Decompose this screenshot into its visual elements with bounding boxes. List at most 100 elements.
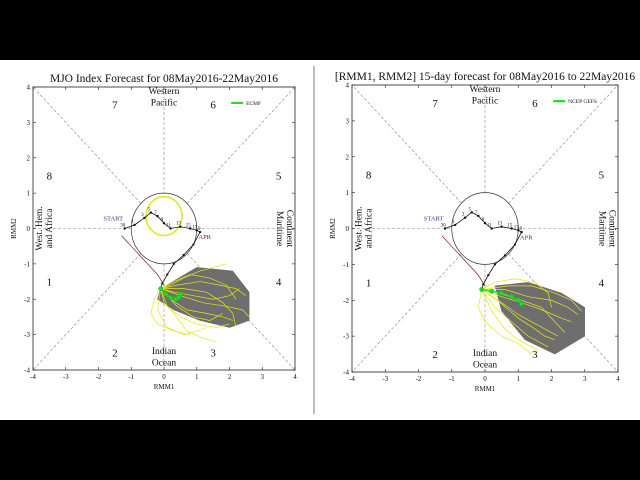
- ensemble-member-line: [477, 289, 532, 355]
- x-tick-label: -3: [382, 375, 388, 383]
- x-tick-label: 0: [483, 375, 487, 383]
- observed-day-label: 3: [141, 213, 144, 218]
- recent-point: [503, 254, 507, 257]
- x-tick-label: 0: [162, 373, 166, 381]
- y-tick-label: -2: [24, 296, 30, 304]
- x-tick-label: -1: [128, 373, 134, 381]
- start-annotation: START: [424, 216, 444, 223]
- phase-number: 8: [366, 170, 372, 182]
- observed-day-label: 9: [161, 218, 164, 223]
- ensemble-member-line: [481, 289, 559, 337]
- x-tick-label: 1: [195, 373, 199, 381]
- region-label-left: West. Hem.: [354, 206, 364, 250]
- ensemble-member-line: [160, 281, 247, 296]
- previous-cycle-line: [441, 235, 486, 287]
- ensemble-mean-point: [515, 297, 521, 303]
- region-label-bottom: Indian: [152, 347, 177, 357]
- observed-day-label: 1: [452, 220, 455, 225]
- observed-day-label: 11: [166, 224, 171, 229]
- y-tick-label: -4: [24, 367, 30, 375]
- observed-point: [510, 227, 513, 230]
- observed-point: [133, 223, 136, 227]
- x-tick-label: 2: [550, 375, 554, 383]
- y-tick-label: -1: [24, 260, 30, 268]
- sector-line: [351, 253, 462, 373]
- observed-day-label: 17: [514, 225, 520, 230]
- region-label-right: Maritime: [597, 211, 607, 246]
- ensemble-member-line: [481, 289, 579, 315]
- phase-number: 6: [210, 100, 216, 112]
- sector-line: [351, 84, 462, 204]
- unit-circle: [451, 192, 519, 265]
- ensemble-member-line: [481, 289, 572, 323]
- region-label-right: Continent: [284, 210, 294, 248]
- y-tick-label: 0: [27, 225, 31, 233]
- sector-line: [32, 253, 142, 371]
- phase-number: 1: [366, 277, 372, 289]
- ensemble-member-line: [160, 288, 250, 318]
- ensemble-member-line: [160, 288, 230, 328]
- legend-label: NCEP GEFS: [568, 99, 597, 105]
- ensemble-member-line: [160, 274, 237, 300]
- sector-line: [186, 86, 296, 204]
- ensemble-mean-point: [177, 291, 183, 297]
- x-tick-label: -4: [30, 373, 36, 381]
- region-label-bottom: Ocean: [152, 358, 177, 368]
- y-tick-label: 3: [346, 117, 350, 125]
- phase-number: 7: [432, 98, 438, 110]
- observed-point: [463, 216, 467, 219]
- ensemble-member-line: [160, 288, 237, 328]
- y-tick-label: 1: [27, 190, 31, 198]
- region-label-bottom: Indian: [473, 349, 498, 359]
- observed-day-label: 15: [186, 224, 192, 229]
- observed-point: [143, 216, 146, 220]
- observed-point: [169, 227, 172, 230]
- observed-day-label: 5: [148, 208, 151, 213]
- ensemble-member-line: [160, 288, 240, 300]
- observed-day-label: 30: [441, 224, 447, 229]
- y-axis-label: RMM2: [10, 218, 18, 239]
- ensemble-mean-point: [163, 291, 169, 297]
- x-tick-label: -2: [416, 375, 422, 383]
- phase-number: 3: [532, 349, 538, 361]
- phase-number: 6: [532, 98, 538, 110]
- phase-number: 1: [47, 277, 53, 289]
- apr-annotation: APR: [198, 234, 211, 241]
- x-tick-label: 2: [228, 373, 232, 381]
- x-tick-label: -1: [449, 375, 455, 383]
- x-tick-label: -2: [96, 373, 102, 381]
- region-label-top: Pacific: [151, 97, 177, 108]
- observed-day-label: 7: [475, 211, 478, 216]
- y-tick-label: 0: [346, 225, 350, 233]
- observed-day-label: 19: [196, 227, 202, 232]
- sector-line: [508, 84, 619, 204]
- recent-point: [192, 243, 195, 246]
- ensemble-member-line: [481, 278, 552, 308]
- observed-point: [477, 214, 480, 218]
- y-tick-label: 3: [27, 119, 31, 127]
- apr-annotation: APR: [520, 234, 533, 241]
- sector-line: [32, 86, 142, 204]
- region-label-right: Continent: [607, 210, 617, 248]
- observed-day-label: 11: [487, 224, 492, 229]
- x-tick-label: -4: [349, 375, 355, 383]
- observed-day-label: 15: [507, 224, 512, 229]
- chart-title: MJO Index Forecast for 08May2016-22May20…: [50, 73, 278, 85]
- recent-point: [493, 263, 497, 266]
- region-label-top: Western: [149, 87, 180, 97]
- observed-day-label: 13: [497, 222, 503, 227]
- x-axis-label: RMM1: [475, 385, 496, 393]
- ensemble-mean-point: [158, 286, 164, 292]
- observed-point: [443, 227, 447, 230]
- chart-title: [RMM1, RMM2] 15-day forecast for 08May20…: [335, 71, 635, 83]
- ensemble-mean-point: [499, 290, 505, 296]
- recent-point: [520, 230, 523, 234]
- y-axis-label: RMM2: [329, 218, 337, 239]
- phase-number: 4: [276, 277, 282, 289]
- y-tick-label: -4: [343, 369, 349, 377]
- x-tick-label: 4: [293, 373, 297, 381]
- observed-point: [483, 221, 487, 225]
- phase-number: 2: [432, 349, 438, 361]
- previous-cycle-line: [121, 235, 165, 286]
- ensemble-member-line: [481, 289, 539, 351]
